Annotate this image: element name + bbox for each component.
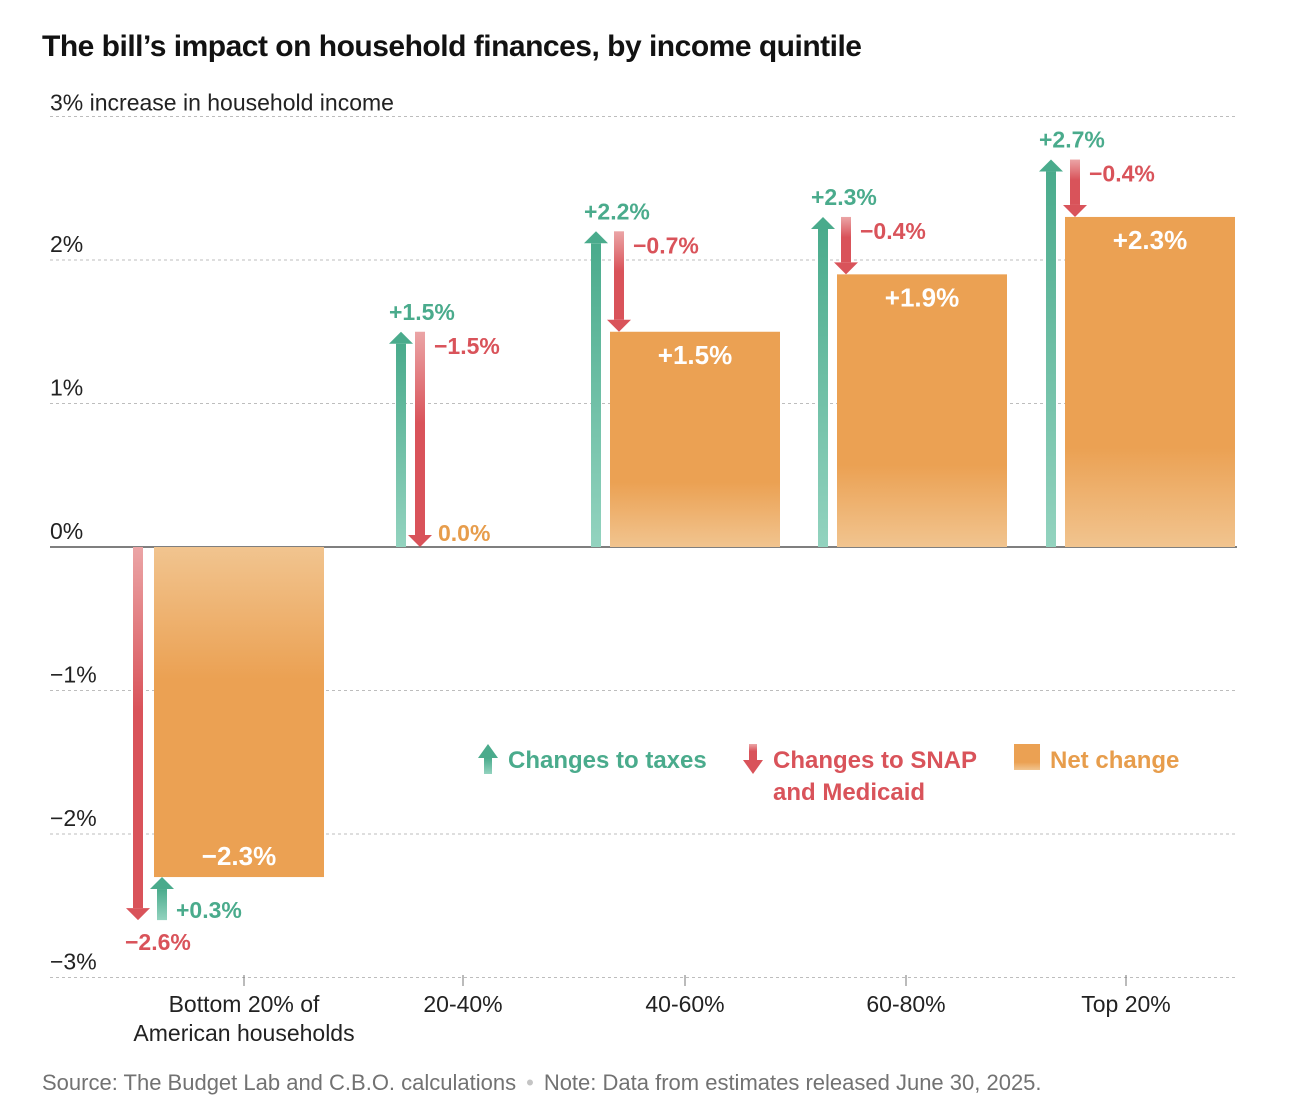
legend-net-swatch bbox=[1014, 744, 1040, 770]
net-bar bbox=[154, 547, 324, 878]
snap-label: −0.7% bbox=[633, 232, 699, 258]
snap-arrow bbox=[126, 547, 150, 921]
net-bar bbox=[1065, 216, 1235, 547]
x-tick-label: 40-60% bbox=[645, 991, 724, 1017]
tax-arrow bbox=[811, 216, 835, 547]
tax-arrow-head bbox=[150, 877, 174, 890]
snap-arrow-shaft bbox=[1070, 159, 1080, 205]
snap-label: −2.6% bbox=[125, 929, 191, 955]
snap-arrow bbox=[1063, 159, 1087, 217]
snap-arrow-head bbox=[834, 262, 858, 275]
x-tick-label: American households bbox=[133, 1020, 354, 1046]
tax-arrow-shaft bbox=[396, 343, 406, 547]
net-bar bbox=[610, 331, 780, 547]
tax-arrow-head bbox=[584, 231, 608, 244]
legend-snap-icon bbox=[743, 760, 763, 774]
snap-arrow-shaft bbox=[614, 231, 624, 320]
chart-title: The bill’s impact on household finances,… bbox=[42, 30, 862, 63]
snap-arrow bbox=[834, 216, 858, 275]
legend-snap-shaft bbox=[749, 744, 757, 760]
tax-label: +2.2% bbox=[584, 198, 650, 224]
tax-arrow-head bbox=[811, 216, 835, 229]
snap-label: −0.4% bbox=[860, 218, 926, 244]
y-tick-label: 3% increase in household income bbox=[50, 90, 394, 116]
tax-label: +1.5% bbox=[389, 299, 455, 325]
tax-arrow-shaft bbox=[1046, 171, 1056, 548]
legend-taxes-label: Changes to taxes bbox=[508, 747, 707, 774]
legend-net-label: Net change bbox=[1050, 747, 1179, 774]
net-label: +1.5% bbox=[658, 340, 732, 370]
x-tick-label: Bottom 20% of bbox=[169, 991, 320, 1017]
tax-arrow-shaft bbox=[591, 243, 601, 548]
tax-arrow-head bbox=[1039, 159, 1063, 172]
tax-arrow-head bbox=[389, 331, 413, 344]
footer-separator: • bbox=[526, 1070, 534, 1095]
y-tick-label: −2% bbox=[50, 805, 97, 831]
legend-snap-label: and Medicaid bbox=[773, 779, 925, 806]
snap-arrow-shaft bbox=[415, 331, 425, 535]
snap-label: −0.4% bbox=[1089, 161, 1155, 187]
tax-arrow bbox=[1039, 159, 1063, 548]
y-tick-label: 2% bbox=[50, 231, 83, 257]
source-note: Source: The Budget Lab and C.B.O. calcul… bbox=[42, 1070, 517, 1095]
snap-arrow-head bbox=[408, 535, 432, 547]
snap-arrow bbox=[607, 231, 631, 332]
y-tick-label: −1% bbox=[50, 662, 97, 688]
x-tick-label: 20-40% bbox=[423, 991, 502, 1017]
snap-arrow-shaft bbox=[133, 547, 143, 909]
x-tick-label: 60-80% bbox=[866, 991, 945, 1017]
tax-label: +2.7% bbox=[1039, 127, 1105, 153]
snap-arrow bbox=[408, 331, 432, 547]
y-tick-label: −3% bbox=[50, 949, 97, 975]
tax-arrow bbox=[389, 331, 413, 547]
legend-taxes-shaft bbox=[484, 758, 492, 774]
net-label: +1.9% bbox=[885, 282, 959, 312]
data-note: Note: Data from estimates released June … bbox=[543, 1070, 1042, 1095]
tax-arrow-shaft bbox=[818, 228, 828, 547]
tax-arrow-shaft bbox=[157, 889, 167, 921]
legend-taxes-icon bbox=[478, 744, 498, 758]
net-label: −2.3% bbox=[202, 841, 276, 871]
net-label: 0.0% bbox=[438, 520, 490, 546]
snap-arrow-shaft bbox=[841, 216, 851, 263]
snap-arrow-head bbox=[1063, 204, 1087, 217]
legend-snap-label: Changes to SNAP bbox=[773, 747, 977, 774]
net-bar bbox=[837, 274, 1007, 547]
tax-label: +0.3% bbox=[176, 897, 242, 923]
y-tick-label: 1% bbox=[50, 375, 83, 401]
footer: Source: The Budget Lab and C.B.O. calcul… bbox=[42, 1070, 1042, 1096]
tax-arrow bbox=[150, 877, 174, 921]
tax-label: +2.3% bbox=[811, 184, 877, 210]
snap-arrow-head bbox=[607, 319, 631, 332]
y-tick-label: 0% bbox=[50, 518, 83, 544]
snap-label: −1.5% bbox=[434, 333, 500, 359]
net-label: +2.3% bbox=[1113, 225, 1187, 255]
x-tick-label: Top 20% bbox=[1081, 991, 1171, 1017]
snap-arrow-head bbox=[126, 908, 150, 921]
tax-arrow bbox=[584, 231, 608, 548]
